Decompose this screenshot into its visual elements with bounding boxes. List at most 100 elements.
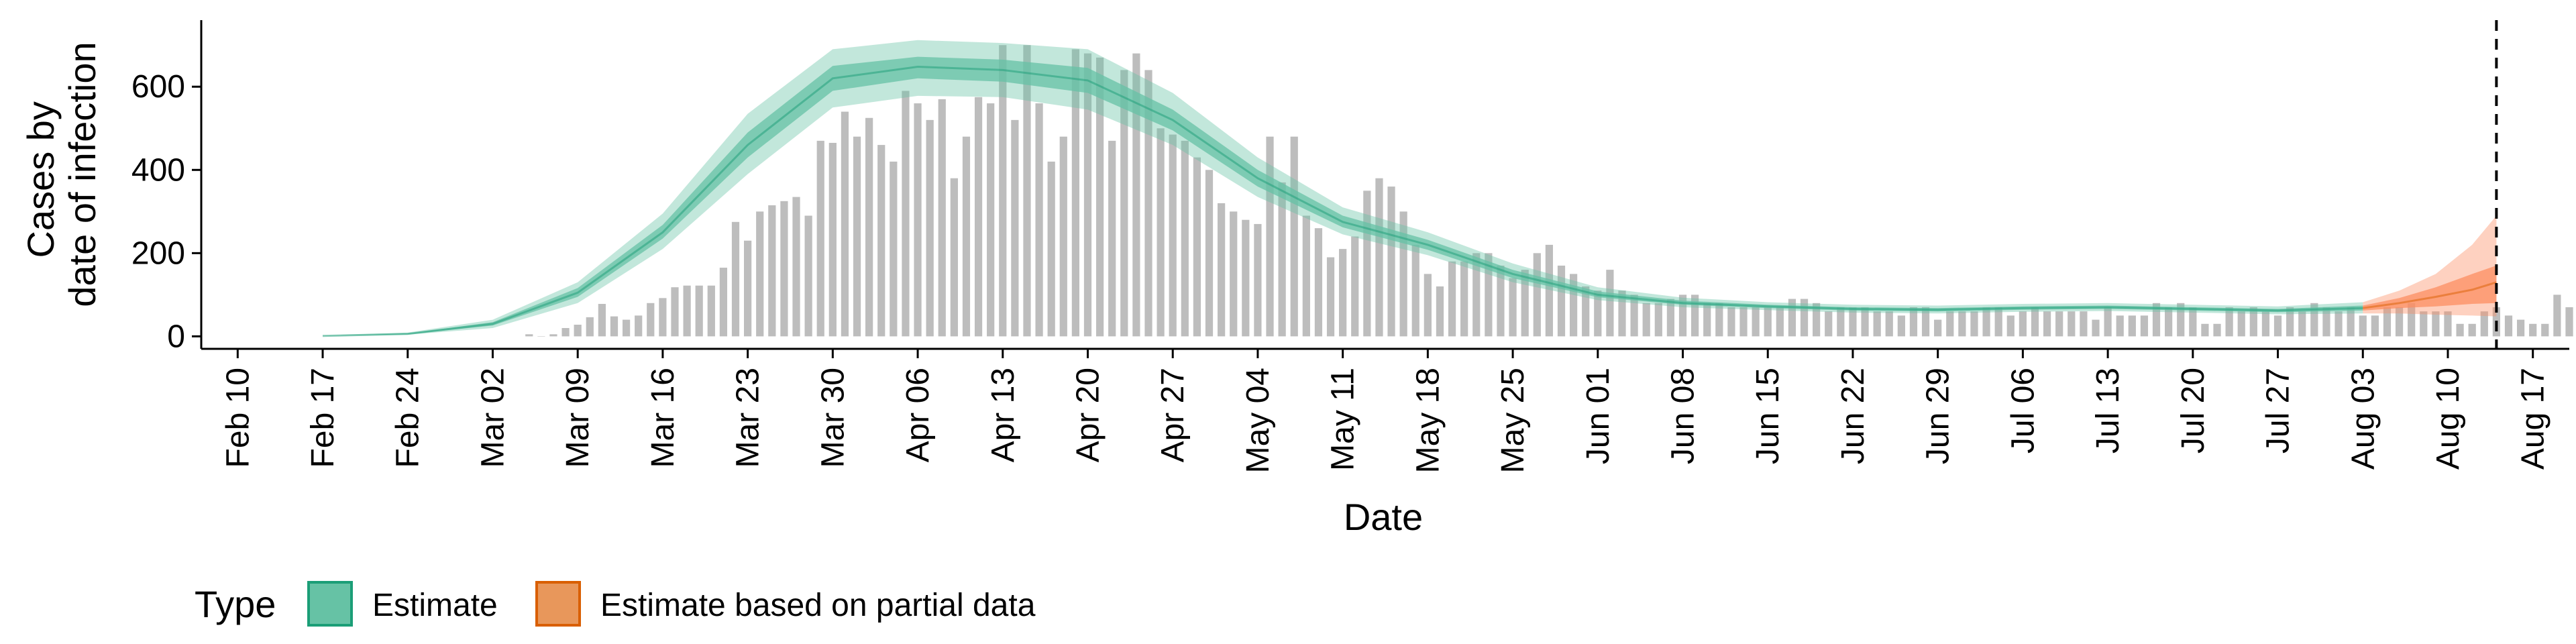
bar xyxy=(2347,307,2355,337)
x-tick-label: Feb 10 xyxy=(220,368,256,468)
bar xyxy=(828,142,837,337)
x-tick-label: Aug 17 xyxy=(2516,368,2551,470)
x-axis-ticks: Feb 10 Feb 17 Feb 24 Mar 02 Mar 09 Mar 16 Mar … xyxy=(220,349,2551,473)
bar xyxy=(1533,253,1541,337)
bar xyxy=(1764,307,1772,337)
estimate-bands xyxy=(323,40,2497,336)
x-tick-label: Jul 13 xyxy=(2090,368,2126,453)
x-tick-label: Aug 03 xyxy=(2345,368,2381,470)
x-tick-label: Jun 29 xyxy=(1921,368,1956,464)
bar xyxy=(2444,311,2452,337)
partial-median-line xyxy=(2363,281,2497,309)
bar xyxy=(2031,307,2039,337)
bar xyxy=(1849,307,1857,337)
x-tick-label: Jun 08 xyxy=(1666,368,1701,464)
bar xyxy=(877,145,885,337)
bar xyxy=(2273,315,2282,337)
bar xyxy=(1666,299,1675,337)
bar xyxy=(671,287,679,337)
bar xyxy=(1861,307,1869,337)
bar xyxy=(2055,311,2063,337)
bar xyxy=(1059,136,1067,337)
x-tick-label: Mar 23 xyxy=(731,368,766,468)
bar xyxy=(1678,294,1687,337)
bar xyxy=(1242,219,1250,337)
bar xyxy=(1825,311,1833,337)
bar xyxy=(1958,311,1966,337)
bar xyxy=(2529,323,2537,337)
bar xyxy=(792,197,800,337)
bar xyxy=(2128,315,2136,337)
bar xyxy=(1921,307,1930,337)
x-tick-label: Apr 27 xyxy=(1155,368,1191,462)
bar xyxy=(1703,303,1711,337)
bar xyxy=(1120,70,1128,337)
bar xyxy=(2334,311,2343,337)
bar xyxy=(1011,119,1019,337)
bar xyxy=(2177,303,2185,337)
x-tick-label: Jun 22 xyxy=(1835,368,1871,464)
x-tick-label: Feb 17 xyxy=(305,368,341,468)
bar xyxy=(2565,307,2573,337)
bar xyxy=(987,103,995,337)
y-tick-label: 0 xyxy=(167,319,185,354)
bar xyxy=(610,316,619,337)
bar xyxy=(853,136,861,337)
bar xyxy=(1023,45,1031,337)
bar xyxy=(1594,290,1602,337)
bar xyxy=(707,285,715,337)
bar xyxy=(2359,315,2367,337)
bar xyxy=(804,215,812,337)
bar xyxy=(1326,257,1335,337)
bar xyxy=(719,268,728,337)
legend: Type Estimate Estimate based on partial … xyxy=(195,581,1036,627)
bar xyxy=(2080,311,2088,337)
bar xyxy=(1497,265,1505,337)
bar xyxy=(1521,270,1529,337)
x-tick-label: Mar 02 xyxy=(476,368,511,468)
bar xyxy=(2140,315,2149,337)
legend-swatch-partial xyxy=(535,581,581,627)
bar xyxy=(865,117,873,337)
bar xyxy=(1909,307,1918,337)
x-tick-label: May 18 xyxy=(1410,368,1446,473)
bar xyxy=(1193,157,1201,337)
bar xyxy=(574,325,582,337)
bar xyxy=(1314,228,1323,337)
bar xyxy=(1485,253,1493,337)
x-tick-label: Mar 16 xyxy=(645,368,681,468)
bar xyxy=(1035,103,1043,337)
bar xyxy=(2480,311,2488,337)
bar xyxy=(647,303,655,337)
bar xyxy=(622,319,631,337)
bar xyxy=(2225,307,2233,337)
bar xyxy=(1994,307,2002,337)
bar xyxy=(1230,211,1238,337)
bar xyxy=(2019,311,2027,337)
bar xyxy=(1776,307,1784,337)
bar xyxy=(1108,140,1116,337)
bar xyxy=(2249,307,2257,337)
bar xyxy=(841,111,849,337)
bar xyxy=(1970,311,1978,337)
bar xyxy=(2104,307,2112,337)
bar xyxy=(731,221,740,337)
bar xyxy=(2006,315,2015,337)
bar xyxy=(2383,307,2392,337)
bar xyxy=(2322,307,2330,337)
bar xyxy=(1411,244,1419,337)
bar xyxy=(525,334,533,337)
bar xyxy=(1934,319,1942,337)
bar xyxy=(1169,134,1177,337)
bar-series xyxy=(525,45,2573,337)
bar xyxy=(780,201,788,337)
bar xyxy=(659,298,667,337)
bar xyxy=(2468,323,2476,337)
bar xyxy=(1351,236,1359,337)
bar xyxy=(2189,307,2197,337)
bar xyxy=(1375,178,1383,337)
x-tick-label: Jun 15 xyxy=(1750,368,1786,464)
bar xyxy=(1691,294,1699,337)
bar xyxy=(1642,303,1650,337)
